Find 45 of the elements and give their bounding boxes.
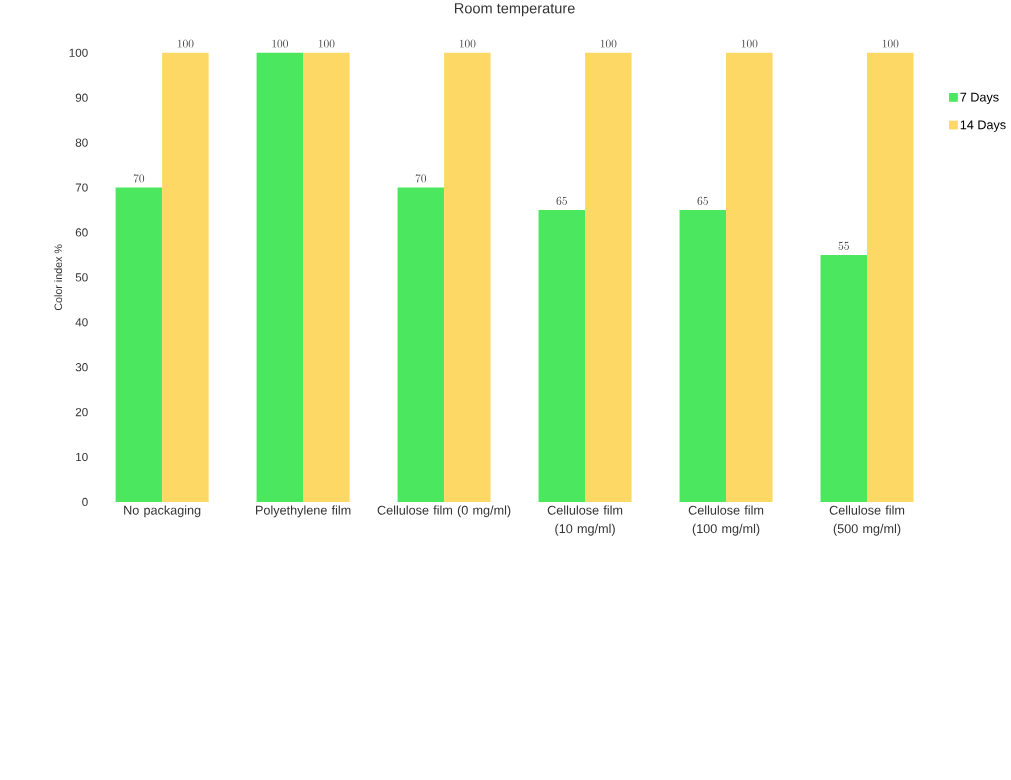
legend-label: 7 Days — [960, 92, 999, 104]
data-label: 100 — [600, 39, 617, 48]
chart-title: Room temperature — [454, 3, 575, 17]
y-tick-label: 70 — [75, 183, 88, 192]
y-tick-label: 20 — [75, 407, 88, 417]
y-axis-title: Color index % — [54, 244, 63, 310]
bar — [303, 52, 350, 502]
x-tick-label: Cellulose film (500 mg/ml) — [829, 505, 905, 536]
x-tick-label: Cellulose film (100 mg/ml) — [688, 505, 764, 536]
bar — [538, 209, 586, 502]
bar — [444, 52, 491, 502]
y-tick-label: 60 — [75, 228, 88, 237]
y-tick-label: 30 — [75, 362, 88, 372]
x-tick-label: Cellulose film (10 mg/ml) — [547, 505, 623, 536]
data-label: 65 — [697, 196, 708, 205]
data-label: 55 — [838, 241, 849, 250]
bar — [397, 187, 445, 502]
bar — [585, 52, 632, 502]
data-label: 100 — [741, 39, 758, 48]
data-label: 65 — [556, 196, 567, 205]
y-tick-label: 90 — [75, 93, 88, 102]
y-tick-label: 40 — [75, 317, 88, 327]
bar — [867, 52, 914, 502]
bar — [726, 52, 773, 502]
data-label: 70 — [133, 174, 145, 183]
bar — [115, 187, 163, 502]
y-tick-label: 80 — [75, 138, 88, 147]
bar — [162, 52, 209, 502]
bar — [820, 254, 868, 502]
data-label: 100 — [318, 39, 335, 48]
bar — [679, 209, 727, 502]
x-tick-label: Cellulose film (0 mg/ml) — [377, 505, 511, 517]
bar — [256, 52, 304, 502]
data-label: 100 — [272, 39, 288, 48]
data-label: 100 — [882, 39, 899, 48]
y-tick-label: 100 — [69, 48, 88, 57]
y-tick-label: 0 — [82, 497, 88, 506]
legend-label: 14 Days — [960, 120, 1006, 132]
y-tick-label: 50 — [75, 273, 88, 282]
data-label: 100 — [459, 39, 476, 48]
x-tick-label: No packaging — [124, 505, 201, 517]
data-label: 100 — [177, 39, 194, 48]
data-label: 70 — [415, 174, 427, 183]
x-tick-label: Polyethylene film — [256, 505, 351, 517]
y-tick-label: 10 — [76, 452, 88, 461]
